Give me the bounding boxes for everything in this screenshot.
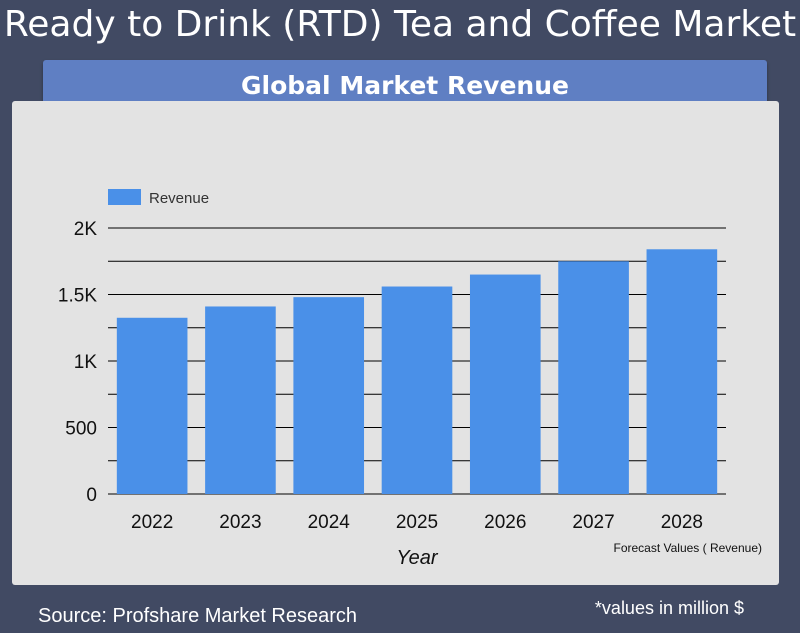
bar-2027 <box>558 261 629 494</box>
x-axis-title: Year <box>396 547 438 569</box>
y-tick-label: 500 <box>65 419 97 440</box>
bar-2025 <box>381 286 453 494</box>
y-tick-label: 1.5K <box>58 286 97 307</box>
bar-2024 <box>293 297 365 494</box>
forecast-annotation: Forecast Values ( Revenue) <box>613 541 762 555</box>
y-tick-label: 0 <box>86 485 97 506</box>
bar-2022 <box>116 317 188 494</box>
y-tick-label: 2K <box>74 219 98 240</box>
units-note: *values in million $ <box>594 598 744 618</box>
bar-chart: 0 500 1K 1.5K 2K 2022 2023 2024 2025 2026 2027 2028… <box>58 189 762 569</box>
x-tick-label: 2023 <box>219 512 261 533</box>
legend-label: Revenue <box>149 190 209 207</box>
bar-2028 <box>646 249 718 494</box>
x-tick-label: 2024 <box>308 512 351 533</box>
page-title: Ready to Drink (RTD) Tea and Coffee Mark… <box>3 4 797 45</box>
x-tick-label: 2022 <box>131 512 173 533</box>
x-tick-label: 2025 <box>396 512 438 533</box>
bar-2026 <box>469 274 541 494</box>
chart-panel: 0 500 1K 1.5K 2K 2022 2023 2024 2025 2026 2027 2028… <box>12 101 779 585</box>
source-note: Source: Profshare Market Research <box>38 605 358 627</box>
legend-swatch <box>108 189 141 205</box>
bar-2023 <box>205 306 276 494</box>
x-tick-label: 2027 <box>572 512 614 533</box>
x-tick-label: 2028 <box>661 512 703 533</box>
x-tick-label: 2026 <box>484 512 526 533</box>
y-tick-label: 1K <box>74 352 98 373</box>
